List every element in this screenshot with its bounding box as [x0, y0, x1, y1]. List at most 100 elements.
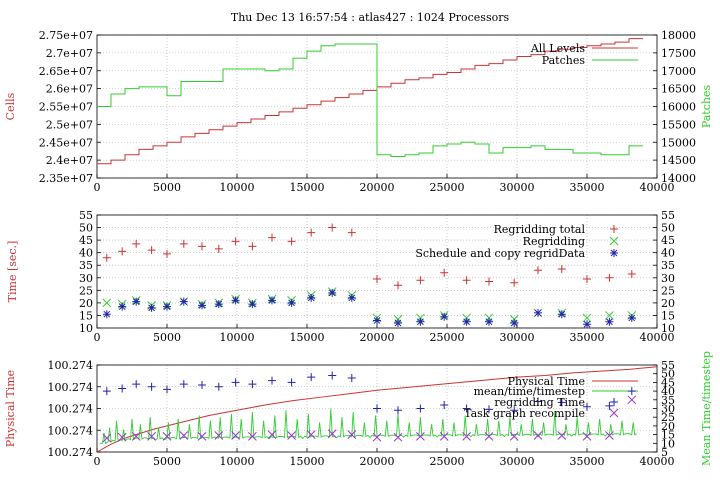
data-point [102, 433, 112, 443]
legend-label: Physical Time [508, 375, 585, 388]
data-point [583, 275, 591, 284]
y2-tick-label: 30 [661, 272, 675, 285]
y2-tick-label: 45 [661, 234, 675, 247]
x-tick-label: 5000 [153, 331, 181, 344]
data-point [484, 431, 494, 441]
data-point [462, 317, 471, 326]
data-point [393, 432, 403, 442]
data-point [394, 406, 402, 415]
data-point [534, 266, 542, 275]
data-point [231, 378, 240, 387]
data-point [214, 300, 223, 309]
data-point [373, 316, 381, 325]
data-point [163, 249, 171, 258]
data-point [394, 318, 402, 327]
series-line [97, 38, 643, 165]
data-point [118, 247, 127, 256]
data-point [147, 246, 156, 255]
series-patches [97, 43, 643, 158]
legend-entry: Task graph recompile [464, 407, 619, 420]
data-point [533, 431, 543, 440]
data-point [485, 317, 493, 326]
data-point [583, 320, 591, 329]
data-point [557, 398, 566, 407]
data-point [582, 431, 592, 441]
y-tick-label: 2.6e+07 [46, 83, 93, 96]
data-point [510, 278, 519, 287]
data-point [268, 376, 276, 385]
data-point [102, 298, 112, 308]
data-point [605, 273, 614, 282]
data-point [287, 298, 296, 307]
data-point [268, 233, 276, 242]
x-tick-label: 5000 [153, 455, 181, 468]
y-tick-label: 2.35e+07 [39, 172, 93, 185]
data-point [131, 431, 141, 441]
x-tick-label: 10000 [220, 455, 255, 468]
series-schedule-and-copy-regriddata [102, 288, 636, 329]
y-tick-label: 50 [79, 222, 93, 235]
data-point [248, 242, 257, 251]
data-point [509, 431, 519, 441]
x-tick-label: 15000 [290, 455, 325, 468]
data-point [347, 430, 357, 439]
data-point [132, 297, 141, 306]
x-tick-label: 5000 [153, 181, 181, 194]
y2-axis-label: Patches [700, 85, 713, 129]
y-tick-label: 30 [79, 272, 93, 285]
y2-tick-label: 17000 [661, 65, 696, 78]
series-mean-time-timestep [99, 408, 637, 444]
data-point [287, 378, 296, 387]
legend-label: mean/time/timestep [474, 385, 585, 398]
x-tick-label: 0 [94, 331, 101, 344]
y-tick-label: 25 [79, 284, 93, 297]
data-point [627, 313, 636, 322]
legend-label: Regridding [523, 235, 585, 248]
y-tick-label: 55 [79, 209, 93, 222]
series-regridding-time [102, 371, 636, 415]
legend-entry: regridding Time [494, 396, 618, 409]
series-line [96, 366, 658, 453]
y2-tick-label: 15 [661, 429, 675, 442]
y2-tick-label: 55 [661, 209, 675, 222]
data-point [268, 296, 276, 305]
data-point [627, 387, 636, 396]
figure-title: Thu Dec 13 16:57:54 : atlas427 : 1024 Pr… [231, 11, 510, 24]
x-tick-label: 15000 [290, 181, 325, 194]
legend-marker [609, 408, 619, 418]
data-point [287, 431, 296, 440]
data-point [582, 313, 592, 323]
y2-tick-label: 35 [661, 259, 675, 272]
data-point [163, 385, 171, 394]
y2-tick-label: 17500 [661, 47, 696, 60]
data-point [605, 401, 614, 410]
series-all-levels [97, 38, 643, 165]
y2-tick-label: 50 [661, 222, 675, 235]
x-tick-label: 25000 [430, 181, 465, 194]
x-tick-label: 40000 [640, 181, 675, 194]
data-point [462, 404, 471, 413]
series-regridding [102, 287, 637, 324]
data-point [416, 276, 425, 285]
y2-tick-label: 5 [661, 446, 668, 459]
legend-marker [609, 236, 619, 246]
data-point [179, 297, 188, 306]
data-point [557, 310, 566, 319]
data-point [583, 402, 591, 411]
legend-label: All Levels [530, 42, 586, 55]
legend-label: regridding Time [494, 396, 585, 409]
data-point [179, 380, 188, 389]
data-point [557, 431, 567, 440]
data-point [347, 374, 356, 383]
data-point [214, 431, 224, 440]
data-point [373, 404, 381, 413]
panel-time: 0 5000 10000 15000 20000 25000 30000 35000 40000… [6, 209, 675, 344]
data-point [102, 387, 111, 396]
data-point [416, 404, 425, 413]
data-point [440, 401, 449, 410]
data-point [231, 431, 240, 440]
y2-tick-label: 55 [661, 359, 675, 372]
data-point [163, 302, 171, 311]
data-point [214, 382, 223, 391]
